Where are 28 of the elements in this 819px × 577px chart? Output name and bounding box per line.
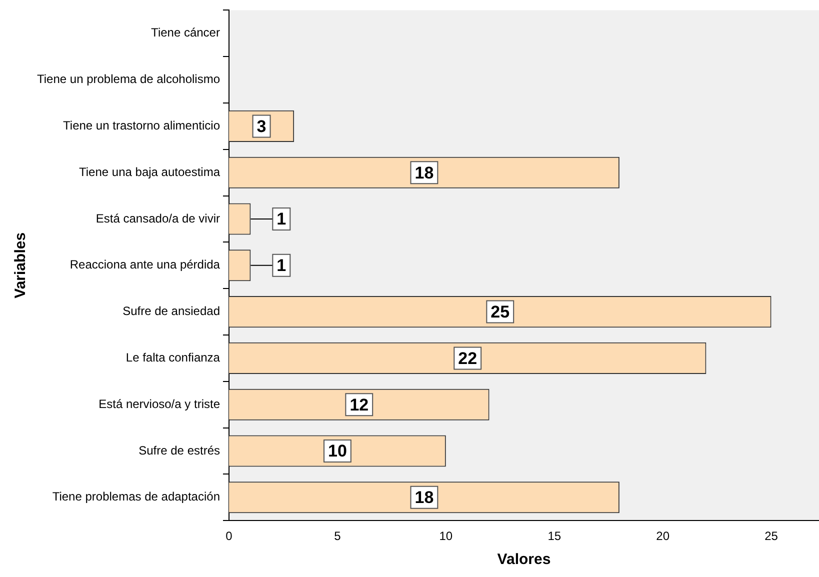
x-tick-label: 10 [439,529,453,544]
x-axis-title: Valores [497,551,551,568]
data-label: 1 [276,210,286,229]
y-tick-label: Sufre de ansiedad [122,304,220,318]
y-axis-title: Variables [12,232,30,298]
x-tick-label: 15 [548,529,562,544]
y-tick-label: Está nervioso/a y triste [98,396,220,411]
data-label: 25 [490,302,510,322]
data-label: 10 [328,442,347,461]
x-tick-label: 5 [334,529,342,544]
y-tick-label: Tiene cáncer [151,26,220,40]
data-label: 3 [256,116,266,136]
y-tick-label: Le falta confianza [126,350,220,365]
y-tick-label: Tiene un problema de alcoholismo [36,72,220,86]
data-label: 12 [350,395,369,414]
y-tick-label: Tiene un trastorno alimenticio [63,118,220,133]
data-label: 1 [276,256,286,276]
data-label: 18 [414,488,434,508]
data-label: 22 [458,348,478,368]
data-label: 18 [414,163,434,182]
x-tick-label: 20 [656,529,670,544]
y-tick-label: Tiene problemas de adaptación [52,490,220,504]
y-tick-label: Tiene una baja autoestima [79,164,220,179]
x-tick-label: 25 [764,529,778,544]
x-tick-label: 0 [226,529,233,544]
y-tick-label: Reacciona ante una pérdida [70,258,220,272]
y-tick-label: Sufre de estrés [138,443,220,458]
y-tick-label: Está cansado/a de vivir [96,211,220,226]
